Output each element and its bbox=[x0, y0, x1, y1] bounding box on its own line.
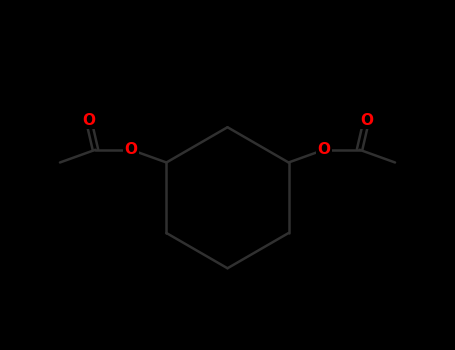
Text: O: O bbox=[360, 113, 373, 128]
Text: O: O bbox=[318, 142, 331, 157]
Text: O: O bbox=[124, 142, 137, 157]
Text: O: O bbox=[82, 113, 95, 128]
